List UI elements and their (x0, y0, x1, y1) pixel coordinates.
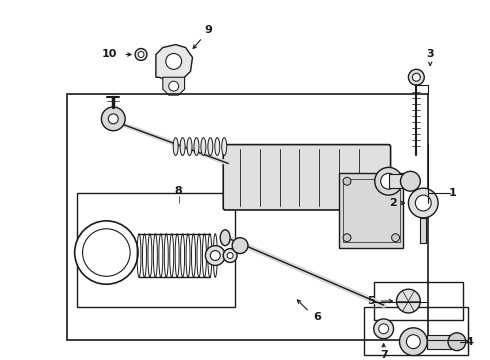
Circle shape (205, 246, 225, 265)
Bar (76, 193, 235, 307)
Circle shape (392, 234, 399, 242)
Text: 7: 7 (380, 350, 388, 360)
Circle shape (227, 253, 233, 258)
Polygon shape (156, 45, 193, 81)
Text: 3: 3 (426, 49, 434, 59)
Ellipse shape (201, 138, 206, 156)
Circle shape (108, 114, 118, 124)
Bar (343, 179, 399, 242)
Circle shape (83, 229, 130, 276)
Circle shape (375, 167, 402, 195)
Text: 8: 8 (175, 186, 182, 196)
Bar (427, 335, 457, 348)
Ellipse shape (220, 230, 230, 246)
Circle shape (138, 51, 144, 58)
Bar (67, 94, 428, 340)
Text: 10: 10 (101, 49, 117, 59)
Ellipse shape (187, 138, 192, 156)
Bar (364, 307, 468, 355)
Text: 9: 9 (204, 25, 212, 35)
Bar (374, 282, 463, 320)
Text: 6: 6 (314, 312, 321, 322)
Circle shape (379, 324, 389, 334)
Circle shape (210, 251, 220, 261)
Text: 4: 4 (466, 337, 474, 347)
Ellipse shape (194, 138, 199, 156)
Circle shape (232, 238, 248, 253)
Circle shape (400, 171, 420, 191)
Circle shape (408, 69, 424, 85)
Bar (389, 174, 411, 188)
Circle shape (396, 289, 420, 313)
Circle shape (399, 328, 427, 356)
Circle shape (101, 107, 125, 131)
Circle shape (413, 73, 420, 81)
Circle shape (343, 234, 351, 242)
FancyBboxPatch shape (223, 145, 391, 210)
Circle shape (416, 195, 431, 211)
Circle shape (374, 319, 393, 339)
Ellipse shape (222, 138, 227, 156)
Polygon shape (163, 77, 185, 95)
Circle shape (392, 177, 399, 185)
Bar (339, 173, 403, 248)
Bar (420, 218, 426, 243)
Text: 5: 5 (367, 296, 374, 306)
Ellipse shape (215, 138, 220, 156)
Ellipse shape (208, 138, 213, 156)
Circle shape (135, 49, 147, 60)
Text: 2: 2 (389, 198, 396, 208)
Circle shape (343, 177, 351, 185)
Ellipse shape (180, 138, 185, 156)
Circle shape (74, 221, 138, 284)
Text: 1: 1 (449, 188, 457, 198)
Circle shape (381, 173, 396, 189)
Circle shape (408, 188, 438, 218)
Circle shape (223, 249, 237, 262)
Circle shape (448, 333, 466, 351)
Circle shape (169, 81, 179, 91)
Ellipse shape (173, 138, 178, 156)
Circle shape (166, 54, 182, 69)
Circle shape (406, 335, 420, 348)
